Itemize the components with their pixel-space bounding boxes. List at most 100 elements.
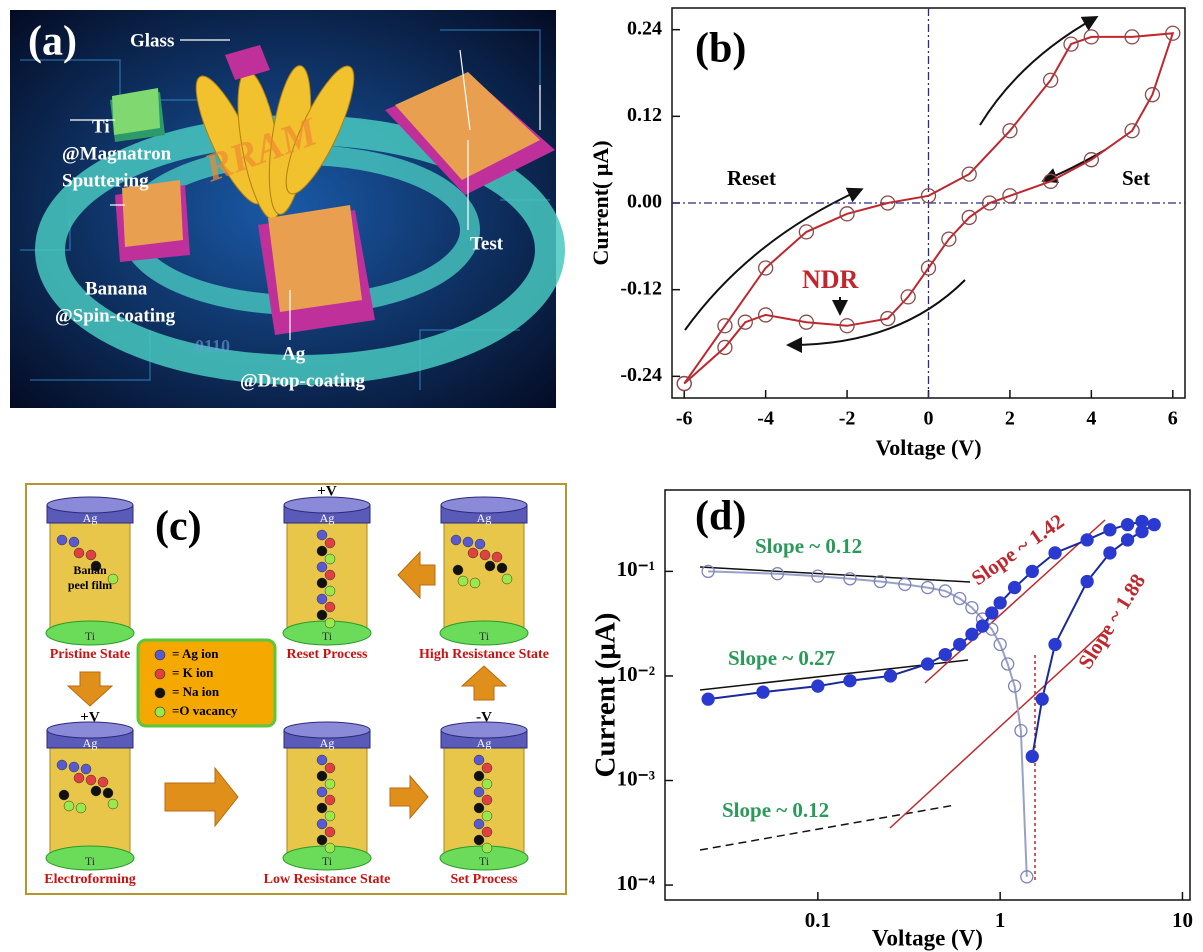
cell-caption: Low Resistance State xyxy=(264,872,391,887)
data-point xyxy=(1007,679,1022,693)
x-tick-label: -6 xyxy=(676,408,693,430)
ion xyxy=(324,553,336,565)
ion xyxy=(316,545,328,557)
data-point xyxy=(938,584,952,598)
ion xyxy=(68,536,80,548)
legend-label: = Na ion xyxy=(172,684,220,699)
panel-a: (a) Glass Ti @Magnatron Sputtering Banan… xyxy=(10,10,565,408)
data-point xyxy=(1120,517,1135,532)
ion xyxy=(107,573,119,585)
data-point xyxy=(1001,657,1015,671)
legend-label: = K ion xyxy=(172,665,214,680)
data-point xyxy=(985,606,999,620)
cell-caption: High Resistance State xyxy=(419,647,549,662)
data-point xyxy=(1042,173,1059,189)
ion xyxy=(63,800,75,812)
banana-label: Banana xyxy=(85,278,148,299)
y-tick-label: 0.24 xyxy=(627,17,662,39)
ion xyxy=(324,778,336,790)
ion xyxy=(85,549,97,561)
ion xyxy=(316,818,328,830)
ag-method: @Drop-coating xyxy=(240,370,365,391)
ion xyxy=(316,834,328,846)
panel-label: (b) xyxy=(695,26,746,72)
cell-caption: Electroforming xyxy=(44,872,136,887)
x-axis-title: Voltage (V) xyxy=(872,925,983,950)
data-point xyxy=(953,591,967,606)
memory-cell: Ag Ti Low Resistance State xyxy=(264,721,391,887)
electrode-label: Ag xyxy=(83,736,98,750)
data-point xyxy=(1063,36,1079,52)
legend-label: =O vacancy xyxy=(172,703,238,718)
y-tick-label: 10⁻² xyxy=(617,662,655,686)
top-electrode-cap xyxy=(46,496,134,514)
ti-method: Sputtering xyxy=(62,170,149,191)
plot-frame xyxy=(664,489,1191,901)
annotation: Slope ~ 0.27 xyxy=(728,646,835,670)
ion xyxy=(481,794,493,806)
data-point xyxy=(1124,123,1140,139)
ion xyxy=(316,577,328,589)
ion xyxy=(316,770,328,782)
y-tick-label: 0.12 xyxy=(627,104,662,126)
annotation: Set xyxy=(1122,166,1150,190)
annotation: NDR xyxy=(802,265,859,294)
cell-caption: Set Process xyxy=(451,872,519,887)
ion xyxy=(73,547,85,559)
ion xyxy=(473,818,485,830)
top-electrode-cap xyxy=(46,721,134,739)
ion xyxy=(457,575,469,587)
data-point xyxy=(1014,723,1028,738)
data-point xyxy=(1035,692,1049,706)
electrode-label: Ti xyxy=(479,854,490,868)
data-point xyxy=(1025,564,1039,579)
legend-label: = Ag ion xyxy=(172,646,219,661)
electrode-label: Ag xyxy=(477,736,492,750)
data-point xyxy=(981,195,998,211)
annotation: Reset xyxy=(727,166,776,190)
ion xyxy=(324,617,336,629)
electrode-label: Ti xyxy=(322,629,333,643)
data-point xyxy=(717,318,733,334)
data-point xyxy=(941,231,957,247)
y-tick-label: 0.00 xyxy=(627,191,662,213)
top-electrode-cap xyxy=(440,496,528,514)
data-point xyxy=(920,260,937,276)
data-point xyxy=(839,206,855,222)
ion xyxy=(68,761,80,773)
data-point xyxy=(811,679,825,693)
data-point xyxy=(676,375,692,392)
data-point xyxy=(1002,188,1018,204)
data-point xyxy=(1042,72,1059,88)
ion xyxy=(462,536,474,548)
ion xyxy=(474,538,486,550)
voltage-label: +V xyxy=(317,483,337,499)
data-point xyxy=(1048,546,1062,560)
data-point xyxy=(1103,546,1117,560)
data-point xyxy=(965,627,979,641)
data-point xyxy=(1144,87,1161,103)
data-point xyxy=(1025,749,1039,764)
data-point xyxy=(953,637,967,652)
ion xyxy=(479,549,491,561)
panel-c: (c) xyxy=(25,483,567,895)
x-tick-label: 6 xyxy=(1168,408,1178,430)
banana-method: @Spin-coating xyxy=(55,305,176,326)
data-point xyxy=(701,564,715,579)
y-axis-title: Current( μA) xyxy=(588,140,613,265)
data-point xyxy=(798,224,815,240)
ti-label: Ti xyxy=(92,116,110,137)
bottom-electrode xyxy=(45,620,135,646)
panel-label: (d) xyxy=(695,494,746,540)
film-label: peel film xyxy=(68,578,112,592)
ion xyxy=(107,798,119,810)
memory-cell: Ag Ti Set Process xyxy=(439,721,529,887)
x-tick-label: -2 xyxy=(839,408,856,430)
cell-caption: Pristine State xyxy=(50,647,130,662)
ion xyxy=(75,802,87,814)
data-point xyxy=(961,166,977,182)
data-point xyxy=(701,692,715,706)
memory-cell: Ag Ti Pristine State xyxy=(45,496,135,662)
ion xyxy=(481,826,493,838)
series-line xyxy=(708,570,1028,877)
